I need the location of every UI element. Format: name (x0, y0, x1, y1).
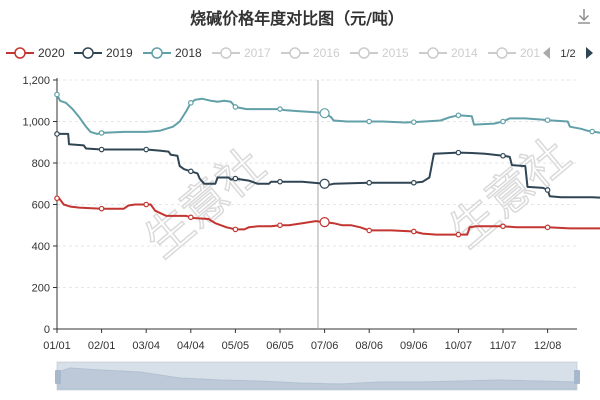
data-point-2018 (188, 100, 194, 106)
data-point-2019 (143, 146, 150, 153)
data-point-2020 (277, 222, 283, 229)
legend-label: 2016 (313, 46, 340, 60)
data-point-2020 (544, 224, 551, 231)
x-tick-label: 07/06 (311, 340, 339, 352)
y-tick-label: 400 (32, 241, 50, 253)
legend-label: 201 (520, 46, 540, 60)
y-tick-label: 800 (32, 158, 50, 170)
x-tick-label: 03/04 (132, 340, 160, 352)
data-point-2020 (188, 214, 194, 221)
data-point-2018 (589, 128, 596, 135)
y-tick-label: 0 (44, 324, 50, 336)
data-point-2018 (455, 112, 462, 119)
legend-label: 2015 (382, 46, 409, 60)
x-tick-label: 05/05 (222, 340, 250, 352)
legend-item-201[interactable]: 201 (488, 46, 540, 60)
x-tick-label: 09/06 (400, 340, 428, 352)
x-tick-label: 10/07 (445, 340, 473, 352)
data-point-2020 (500, 223, 506, 230)
data-point-2019 (98, 146, 105, 153)
data-point-2019 (544, 187, 551, 193)
data-point-2020 (54, 195, 60, 202)
data-point-2018 (98, 130, 105, 136)
pager-next-icon[interactable] (586, 47, 593, 59)
legend-marker (358, 47, 370, 59)
slider-selection (57, 362, 577, 390)
x-tick-label: 12/08 (534, 340, 562, 352)
x-tick-label: 01/01 (43, 340, 71, 352)
pager-prev-icon[interactable] (543, 47, 550, 59)
data-point-2019 (277, 178, 283, 185)
legend-item-2016[interactable]: 2016 (281, 46, 340, 60)
series-layer (54, 91, 600, 238)
x-tick-label: 11/07 (490, 340, 517, 352)
data-point-2020 (455, 231, 462, 238)
legend-marker (82, 47, 94, 59)
legend-label: 2014 (451, 46, 478, 60)
data-point-2018 (319, 108, 330, 119)
data-point-2019 (410, 179, 417, 186)
data-point-2018 (277, 106, 283, 112)
data-point-2020 (410, 228, 417, 235)
watermark-right: 生意社 (440, 128, 580, 258)
legend-marker (496, 47, 508, 59)
data-point-2020 (319, 217, 330, 228)
data-point-2020 (143, 201, 150, 208)
y-tick-label: 1,000 (22, 117, 50, 129)
legend-marker (14, 47, 26, 59)
x-tick-label: 02/01 (88, 340, 116, 352)
legend-item-2014[interactable]: 2014 (419, 46, 478, 60)
series-line-2020 (57, 197, 600, 236)
y-tick-label: 600 (32, 200, 50, 212)
download-icon[interactable] (578, 9, 590, 24)
legend-label: 2020 (38, 46, 65, 60)
legend-label: 2018 (175, 46, 202, 60)
chart-title: 烧碱价格年度对比图（元/吨） (190, 9, 404, 28)
legend-marker (289, 47, 301, 59)
legend-label: 2019 (106, 46, 133, 60)
legend-item-2018[interactable]: 2018 (143, 46, 202, 60)
x-tick-label: 04/04 (177, 340, 205, 352)
data-point-2018 (54, 91, 60, 98)
watermark: 生意社 生意社 (134, 127, 581, 269)
watermark-left: 生意社 (135, 138, 275, 268)
legend-item-2017[interactable]: 2017 (212, 46, 271, 60)
data-point-2018 (366, 118, 373, 125)
x-tick-label: 08/06 (355, 340, 383, 352)
data-point-2019 (188, 168, 194, 175)
data-point-2020 (366, 227, 373, 234)
data-point-2018 (410, 119, 417, 125)
legend-label: 2017 (244, 46, 271, 60)
data-point-2019 (232, 175, 239, 182)
legend-marker (220, 47, 232, 59)
data-point-2020 (232, 226, 239, 233)
legend-marker (427, 47, 439, 59)
data-point-2019 (455, 149, 462, 156)
series-line-2019 (57, 132, 600, 199)
legend-marker (151, 47, 163, 59)
legend: 2020 2019 2018 2017 2016 2015 2014 201 (6, 46, 540, 60)
data-point-2019 (319, 178, 330, 189)
legend-item-2015[interactable]: 2015 (350, 46, 409, 60)
slider-handle-right[interactable] (574, 370, 580, 384)
data-point-2019 (366, 179, 373, 186)
data-point-2018 (544, 117, 551, 123)
data-point-2018 (232, 104, 239, 110)
slider-handle-left[interactable] (55, 370, 61, 384)
legend-pager: 1/2 (543, 47, 593, 60)
data-zoom-slider[interactable] (55, 361, 580, 391)
chart-axes: 0 200 400 600 800 1,000 1,200 01/01 02/01 03/04 04… (22, 75, 577, 352)
data-point-2019 (54, 131, 60, 137)
data-point-2019 (500, 152, 506, 159)
series-line-2018 (56, 94, 600, 135)
y-tick-label: 200 (32, 283, 50, 295)
y-tick-label: 1,200 (22, 75, 50, 87)
data-point-2020 (98, 205, 105, 212)
legend-item-2020[interactable]: 2020 (6, 46, 65, 60)
legend-item-2019[interactable]: 2019 (74, 46, 133, 60)
data-point-2018 (500, 118, 506, 125)
x-tick-label: 06/05 (266, 340, 294, 352)
pager-label: 1/2 (560, 48, 575, 60)
